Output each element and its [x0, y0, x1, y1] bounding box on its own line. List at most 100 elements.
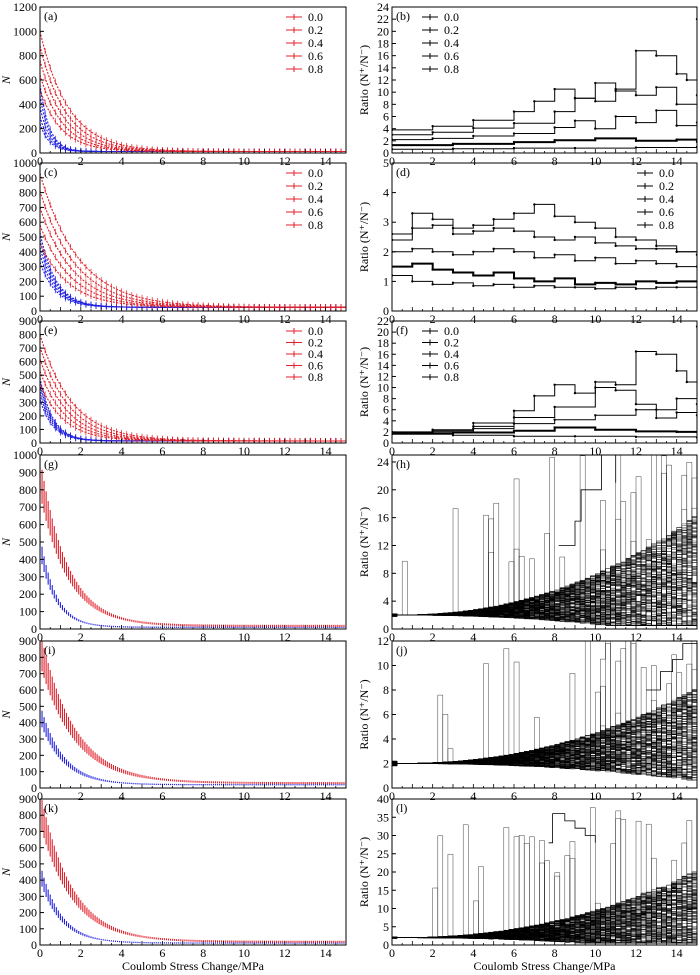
x-tick-label: 0	[389, 312, 395, 326]
y-tick-label: 20	[377, 325, 389, 339]
ratio-point	[675, 265, 678, 268]
y-tick-label: 22	[377, 314, 389, 328]
x-tick-label: 8	[552, 630, 558, 644]
ratio-point	[675, 280, 678, 283]
legend-entry: 0.6	[308, 359, 323, 373]
y-tick-label: 500	[19, 857, 37, 871]
y-tick-label: 4	[383, 414, 389, 428]
ratio-point	[553, 87, 556, 91]
ratio-point	[614, 235, 617, 239]
x-tick-label: 4	[119, 154, 125, 168]
plot-border	[391, 640, 698, 789]
panel-j: 0 2 4 6 8 10 12 0 2 4 6 8 10 12 14 Ratio (N⁺/N⁻) (j)	[357, 634, 698, 803]
ratio-point	[675, 397, 678, 400]
panel-label: (j)	[396, 643, 407, 657]
panel-label: (g)	[44, 457, 58, 471]
y-axis-label: Ratio (N⁺/N⁻)	[357, 202, 371, 272]
x-tick-label: 0	[389, 789, 395, 803]
x-tick-label: 6	[511, 444, 517, 458]
ratio-point	[614, 383, 617, 386]
plot-area	[392, 325, 697, 439]
x-tick-label: 12	[279, 444, 291, 458]
y-tick-label: 12	[377, 538, 389, 552]
x-tick-label: 8	[200, 154, 206, 168]
y-tick-label: 18	[377, 336, 389, 350]
x-tick-label: 12	[279, 154, 291, 168]
ratio-series-0.2	[392, 137, 697, 147]
y-tick-label: 16	[377, 347, 389, 361]
legend-entry: 0.0	[444, 10, 459, 24]
ratio-point	[512, 146, 516, 150]
ratio-point	[634, 350, 638, 353]
x-tick-label: 8	[552, 154, 558, 168]
y-tick-label: 1000	[13, 24, 37, 38]
ratio-point	[634, 139, 638, 143]
legend-entry: 0.6	[659, 205, 674, 219]
plot-border	[391, 6, 698, 154]
panel-label: (e)	[44, 323, 57, 337]
y-tick-label: 900	[19, 792, 37, 806]
ratio-point	[655, 244, 658, 248]
panel-label: (d)	[396, 165, 410, 179]
y-tick-label: 6	[383, 403, 389, 417]
x-tick-label: 2	[78, 154, 84, 168]
y-tick-label: 700	[19, 500, 37, 514]
y-tick-label: 25	[377, 847, 389, 861]
plot-area	[392, 807, 697, 944]
legend-entry: 0.2	[444, 23, 459, 37]
ratio-point	[675, 124, 678, 127]
ratio-point	[512, 409, 516, 413]
y-tick-label: 600	[19, 73, 37, 87]
ratio-point	[675, 250, 678, 253]
x-tick-label: 12	[630, 789, 642, 803]
x-tick-label: 2	[430, 630, 436, 644]
y-tick-label: 400	[19, 382, 37, 396]
legend-entry: 0.6	[308, 49, 323, 63]
x-tick-label: 2	[78, 630, 84, 644]
ratio-point	[634, 247, 638, 251]
y-tick-label: 4	[383, 594, 389, 608]
y-tick-label: 100	[19, 605, 37, 619]
plot-frame	[391, 6, 698, 154]
x-tick-label: 14	[320, 630, 332, 644]
ratio-series-0.0	[392, 146, 697, 150]
y-tick-label: 12	[377, 634, 389, 648]
ratio-series-0.6	[392, 86, 697, 136]
x-tick-label: 4	[470, 154, 476, 168]
y-tick-label: 20	[377, 24, 389, 38]
y-tick-label: 700	[19, 200, 37, 214]
ratio-point	[634, 94, 638, 97]
y-tick-label: 6	[383, 110, 389, 124]
y-tick-label: 600	[19, 355, 37, 369]
x-tick-label: 10	[238, 789, 250, 803]
ratio-point	[614, 283, 617, 286]
y-axis-label: N	[0, 377, 13, 387]
panel-label: (f)	[396, 323, 408, 337]
x-tick-label: 12	[630, 946, 642, 960]
y-axis-label: Ratio (N⁺/N⁻)	[357, 45, 371, 115]
ratio-series-0.0	[392, 433, 697, 438]
ratio-point	[573, 435, 577, 438]
x-tick-label: 14	[671, 630, 683, 644]
plot-border	[391, 320, 698, 444]
x-tick-label: 14	[320, 312, 332, 326]
x-tick-label: 4	[470, 789, 476, 803]
plot-border	[39, 6, 347, 154]
ratio-point	[431, 137, 434, 140]
y-tick-label: 800	[19, 650, 37, 664]
legend-entry: 0.8	[308, 370, 323, 384]
ratio-point	[431, 250, 434, 253]
y-tick-label: 900	[19, 314, 37, 328]
y-tick-label: 10	[377, 381, 389, 395]
x-tick-label: 10	[589, 946, 601, 960]
legend-entry: 0.2	[444, 336, 459, 350]
x-tick-label: 14	[671, 444, 683, 458]
ratio-point	[675, 430, 678, 434]
panel-label: (b)	[396, 9, 410, 23]
ensemble-line	[392, 881, 697, 944]
y-axis-label: Ratio (N⁺/N⁻)	[357, 837, 371, 907]
y-tick-label: 500	[19, 535, 37, 549]
